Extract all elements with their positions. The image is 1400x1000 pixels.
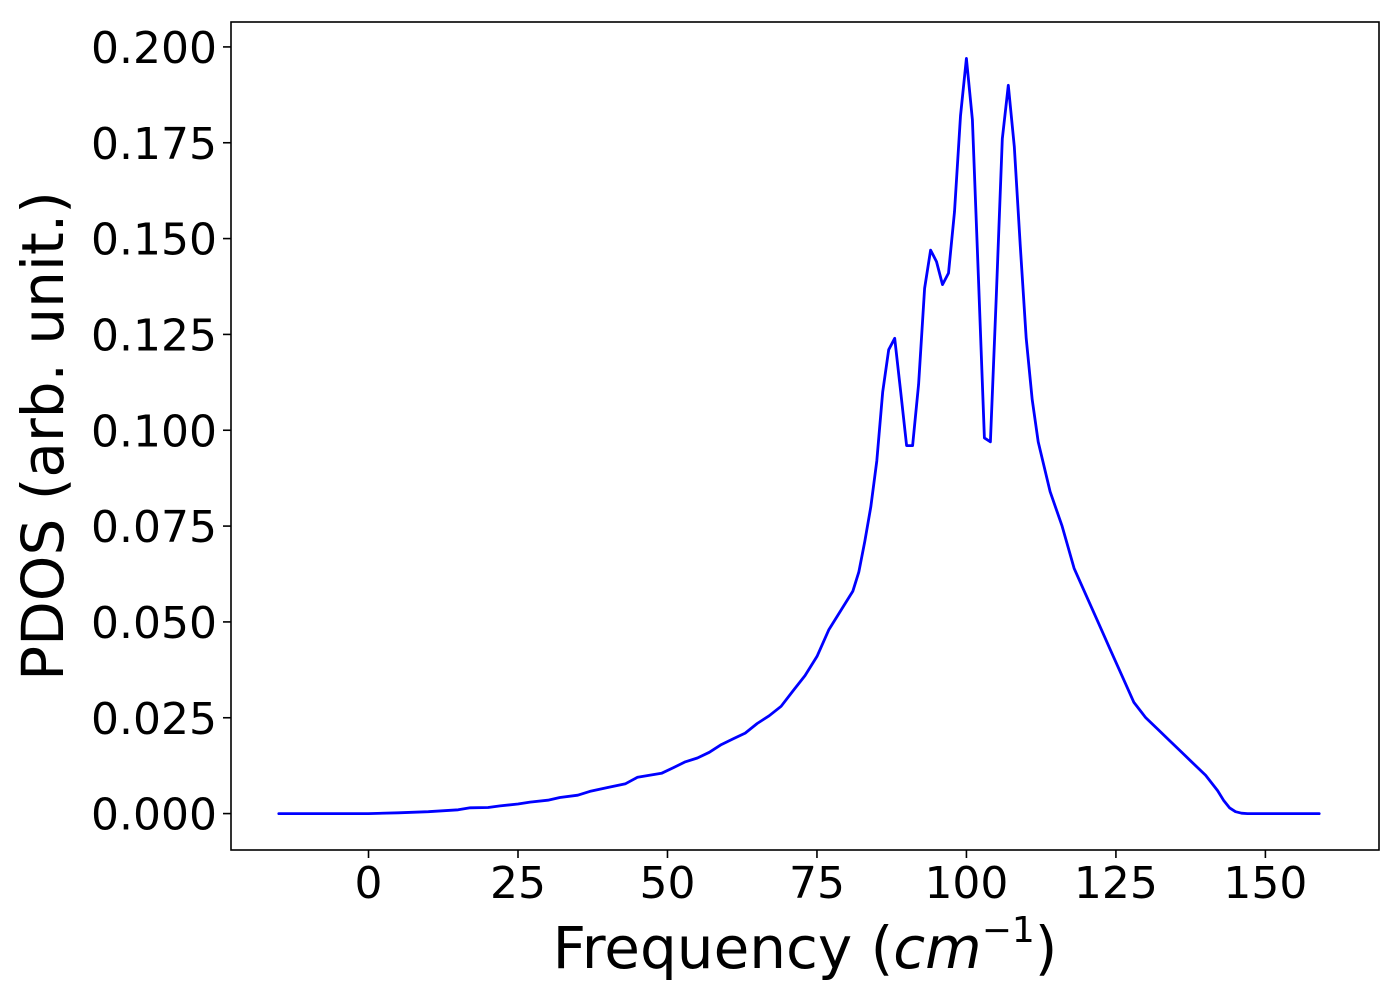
- x-axis: 0 25 50 75 100 125 150: [355, 850, 1307, 909]
- y-tick-label: 0.175: [91, 119, 217, 170]
- y-tick-label: 0.125: [91, 310, 217, 361]
- y-axis-label: PDOS (arb. unit.): [9, 191, 77, 681]
- y-tick-label: 0.150: [91, 215, 217, 266]
- x-tick-label: 100: [924, 858, 1008, 909]
- plot-area: [230, 21, 1380, 851]
- y-tick-label: 0.000: [91, 790, 217, 841]
- y-tick-label: 0.050: [91, 598, 217, 649]
- x-tick-label: 0: [355, 858, 383, 909]
- x-tick-label: 150: [1223, 858, 1307, 909]
- y-tick-label: 0.100: [91, 406, 217, 457]
- x-tick-label: 125: [1074, 858, 1158, 909]
- x-tick-label: 75: [789, 858, 845, 909]
- x-tick-label: 50: [639, 858, 695, 909]
- x-axis-label: Frequency (cm−1): [553, 910, 1058, 982]
- y-tick-label: 0.025: [91, 694, 217, 745]
- y-axis: 0.000 0.025 0.050 0.075 0.100 0.125 0.150 0.175…: [91, 23, 231, 841]
- y-tick-label: 0.200: [91, 23, 217, 74]
- y-tick-label: 0.075: [91, 502, 217, 553]
- x-tick-label: 25: [490, 858, 546, 909]
- pdos-series-line: [277, 57, 1321, 815]
